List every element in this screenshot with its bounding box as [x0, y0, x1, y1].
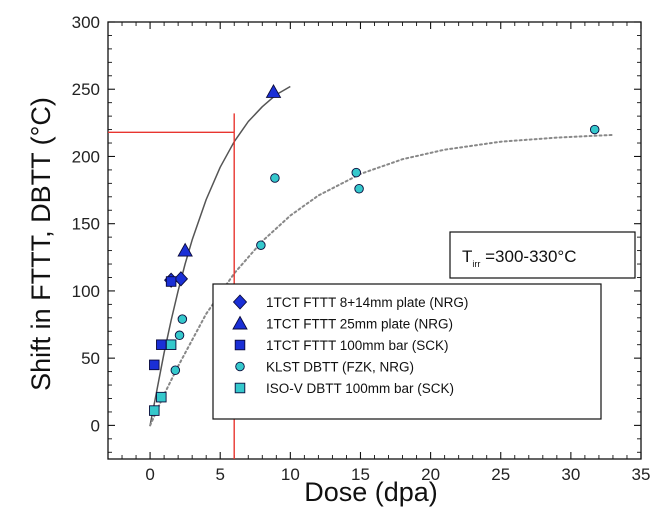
legend: 1TCT FTTT 8+14mm plate (NRG) 1TCT FTTT 25… [212, 283, 602, 420]
fit-curve-dotted [149, 133, 614, 427]
legend-label: 1TCT FTTT 8+14mm plate (NRG) [266, 295, 468, 310]
data-point [265, 83, 282, 98]
data-point [165, 339, 177, 350]
y-tick-label: 250 [72, 80, 100, 99]
data-point [156, 339, 167, 350]
legend-label: ISO-V DBTT 100mm bar (SCK) [266, 381, 454, 396]
annotation-rest: =300-330°C [480, 247, 576, 266]
legend-marker [232, 294, 248, 310]
legend-marker [234, 382, 246, 394]
annotation-main: T [462, 247, 472, 266]
svg-text:Tirr =300-330°C: Tirr =300-330°C [462, 247, 577, 269]
y-tick-label: 0 [91, 416, 100, 435]
legend-label: KLST DBTT (FZK, NRG) [266, 360, 414, 375]
data-point [351, 167, 362, 178]
x-axis-label: Dose (dpa) [304, 477, 438, 507]
annotation-box: Tirr =300-330°C [449, 231, 636, 279]
data-point [156, 391, 167, 403]
legend-label: 1TCT FTTT 25mm plate (NRG) [266, 317, 453, 332]
data-point [270, 173, 280, 183]
legend-marker [235, 361, 245, 372]
data-point [177, 242, 193, 257]
x-tick-label: 0 [145, 465, 154, 484]
y-tick-label: 200 [72, 147, 100, 166]
y-axis-label: Shift in FTTT, DBTT (°C) [26, 97, 56, 391]
x-tick-label: 10 [281, 465, 300, 484]
x-tick-label: 15 [351, 465, 370, 484]
y-tick-label: 150 [72, 215, 100, 234]
points-layer [149, 83, 600, 416]
data-point [149, 405, 160, 416]
y-tick-label: 100 [72, 282, 100, 301]
annotation-sub: irr [472, 259, 480, 269]
data-point [173, 271, 189, 287]
axes-layer: 0 5 10 15 20 25 30 35 0 50 100 150 200 250 300 [72, 13, 651, 484]
x-tick-label: 5 [215, 465, 224, 484]
legend-label: 1TCT FTTT 100mm bar (SCK) [266, 338, 449, 353]
data-point [354, 183, 364, 194]
x-tick-label: 30 [561, 465, 580, 484]
legend-marker [232, 315, 248, 330]
data-point [177, 314, 188, 324]
data-point [165, 276, 177, 287]
x-tick-label: 35 [632, 465, 651, 484]
x-tick-label: 25 [491, 465, 510, 484]
y-tick-label: 50 [81, 349, 100, 368]
data-point [174, 330, 185, 341]
x-tick-label: 20 [421, 465, 440, 484]
data-point [589, 124, 600, 135]
data-point [149, 359, 160, 371]
data-point [256, 240, 266, 250]
data-point [170, 365, 181, 376]
y-tick-label: 300 [72, 13, 100, 32]
legend-marker [234, 339, 246, 351]
